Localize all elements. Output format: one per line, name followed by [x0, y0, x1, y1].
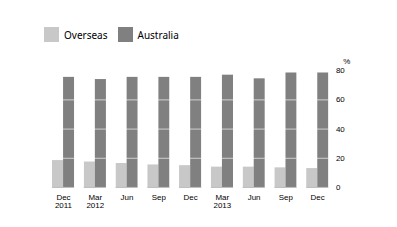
- svg-text:Dec: Dec: [311, 193, 325, 202]
- svg-text:0: 0: [336, 183, 341, 192]
- svg-text:20: 20: [336, 154, 345, 163]
- svg-text:%: %: [343, 57, 350, 66]
- svg-text:Jun: Jun: [248, 193, 261, 202]
- svg-text:60: 60: [336, 95, 345, 104]
- svg-text:40: 40: [336, 125, 345, 134]
- svg-text:Sep: Sep: [152, 193, 167, 202]
- html-text:Overseas: Overseas: [64, 27, 108, 42]
- svg-text:Dec2011: Dec2011: [55, 193, 73, 210]
- svg-text:Sep: Sep: [279, 193, 294, 202]
- svg-text:Mar2013: Mar2013: [213, 193, 231, 210]
- html-text:Australia: Australia: [137, 27, 179, 42]
- svg-text:Jun: Jun: [121, 193, 134, 202]
- svg-text:80: 80: [336, 66, 345, 75]
- svg-text:Mar2012: Mar2012: [86, 193, 104, 210]
- svg-text:Dec: Dec: [183, 193, 197, 202]
